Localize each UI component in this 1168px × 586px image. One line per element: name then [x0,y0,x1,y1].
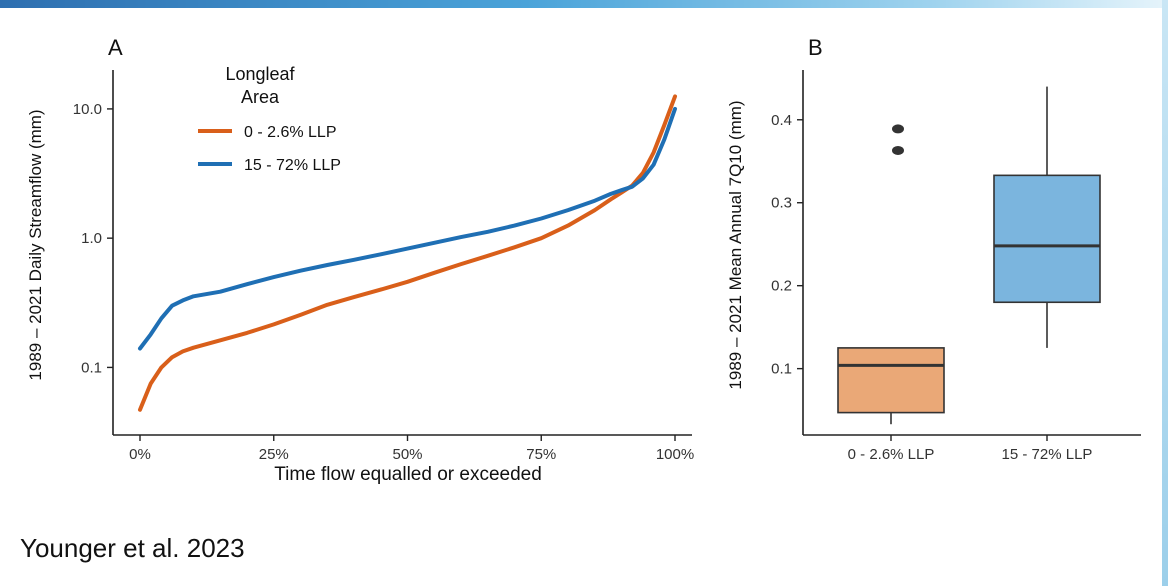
panel-a-x-tick-label: 75% [526,446,556,463]
panel-b-y-tick-label: 0.2 [771,278,792,295]
series-line-llp-high [138,106,677,351]
figure: A 0% 25% 50% 75% 100% 0.1 1.0 10.0 Time flow eq… [26,35,1141,485]
slide-top-accent-bar [0,0,1168,8]
panel-a-y-axis-title: 1989 – 2021 Daily Streamflow (mm) [26,109,45,380]
panel-a-x-tick-label: 0% [129,446,151,463]
panel-b-y-tick-label: 0.3 [771,195,792,212]
box-llp-low [837,347,945,414]
box-outlier-point-llp-low [892,145,904,155]
panel-a-x-tick-label: 25% [259,446,289,463]
panel-a-y-tick-label: 10.0 [73,101,102,118]
panel-a-x-tick-label: 50% [392,446,422,463]
panel-b-y-tick-label: 0.1 [771,361,792,378]
panel-b-x-tick-label: 0 - 2.6% LLP [848,446,935,463]
panel-a-y-tick-label: 0.1 [81,359,102,376]
legend-label-llp-low: 0 - 2.6% LLP [244,124,337,141]
legend-title-line2: Area [241,87,280,107]
series-line-llp-low [138,94,677,412]
legend-label-llp-high: 15 - 72% LLP [244,157,341,174]
panel-b-y-tick-label: 0.4 [771,112,792,129]
legend-title-line1: Longleaf [225,64,295,84]
panel-b-box-plot: B 0.1 0.2 0.3 0.4 0 - 2.6% LLP 15 - 72% LLP 1… [726,35,1141,463]
panel-a-legend: Longleaf Area 0 - 2.6% LLP 15 - 72% LLP [198,64,341,174]
panel-b-boxes [837,86,1101,425]
box-llp-high [993,174,1101,304]
panel-b-y-axis-title: 1989 – 2021 Mean Annual 7Q10 (mm) [726,100,745,389]
panel-b-label: B [808,35,823,60]
slide-right-edge-decoration [1162,0,1168,586]
panel-a-y-tick-label: 1.0 [81,230,102,247]
panel-a-ticks: 0% 25% 50% 75% 100% 0.1 1.0 10.0 [73,101,694,463]
panel-b-x-tick-label: 15 - 72% LLP [1002,446,1093,463]
panel-a-series [138,94,677,412]
panel-a-line-chart: A 0% 25% 50% 75% 100% 0.1 1.0 10.0 Time flow eq… [26,35,694,485]
box-outlier-point-llp-low [892,124,904,134]
panel-a-label: A [108,35,123,60]
citation-text: Younger et al. 2023 [20,533,245,563]
panel-a-x-axis-title: Time flow equalled or exceeded [274,464,542,485]
panel-b-ticks: 0.1 0.2 0.3 0.4 0 - 2.6% LLP 15 - 72% LLP [771,112,1092,463]
panel-a-x-tick-label: 100% [656,446,694,463]
